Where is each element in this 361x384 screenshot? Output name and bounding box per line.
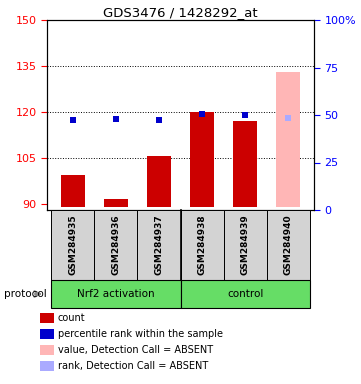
Text: rank, Detection Call = ABSENT: rank, Detection Call = ABSENT	[58, 361, 208, 371]
Text: protocol: protocol	[4, 289, 46, 299]
Bar	[267, 210, 310, 280]
Bar	[51, 210, 94, 280]
Text: GSM284938: GSM284938	[197, 215, 206, 275]
Bar	[94, 210, 138, 280]
Text: GSM284935: GSM284935	[68, 215, 77, 275]
Point	[285, 115, 291, 121]
Bar	[190, 112, 214, 207]
Bar	[277, 72, 300, 207]
Bar	[233, 121, 257, 207]
Point	[199, 111, 205, 118]
Text: percentile rank within the sample: percentile rank within the sample	[58, 329, 223, 339]
Text: GSM284937: GSM284937	[155, 215, 164, 275]
Bar	[138, 210, 180, 280]
Bar	[180, 210, 223, 280]
Title: GDS3476 / 1428292_at: GDS3476 / 1428292_at	[103, 6, 258, 19]
Point	[113, 116, 119, 122]
Bar	[147, 156, 171, 207]
Bar	[51, 280, 180, 308]
Point	[156, 117, 162, 123]
Text: GSM284940: GSM284940	[284, 215, 293, 275]
Point	[70, 116, 76, 122]
Text: control: control	[227, 289, 263, 299]
Text: GSM284936: GSM284936	[112, 215, 120, 275]
Bar	[104, 199, 128, 207]
Point	[242, 112, 248, 118]
Text: value, Detection Call = ABSENT: value, Detection Call = ABSENT	[58, 345, 213, 355]
Bar	[223, 210, 267, 280]
Bar	[180, 280, 310, 308]
Text: GSM284939: GSM284939	[241, 215, 249, 275]
Text: count: count	[58, 313, 86, 323]
Bar	[61, 175, 84, 207]
Text: Nrf2 activation: Nrf2 activation	[77, 289, 155, 299]
